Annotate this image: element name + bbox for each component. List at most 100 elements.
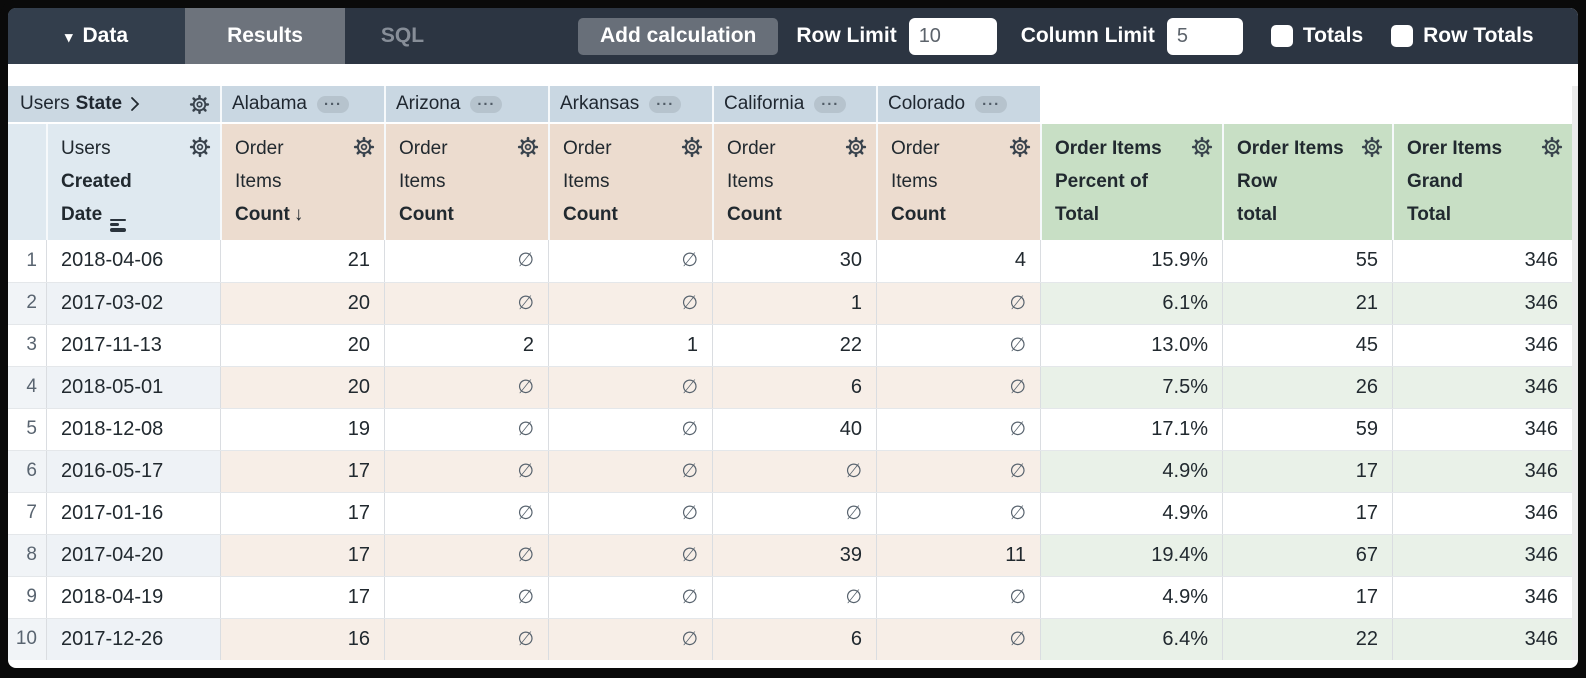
table-cell[interactable]: ∅ (548, 408, 712, 450)
table-cell[interactable]: 346 (1392, 576, 1572, 618)
table-cell[interactable]: 346 (1392, 618, 1572, 660)
table-cell[interactable]: ∅ (712, 576, 876, 618)
table-cell[interactable]: ∅ (548, 450, 712, 492)
pivot-value-arizona[interactable]: Arizona ··· (384, 86, 548, 122)
column-header-order-items-row-total[interactable]: Order Items Row total (1222, 124, 1392, 240)
pivot-value-california[interactable]: California ··· (712, 86, 876, 122)
table-cell[interactable]: 2016-05-17 (46, 450, 220, 492)
gear-icon[interactable] (517, 136, 539, 158)
table-cell[interactable]: 2017-01-16 (46, 492, 220, 534)
table-cell[interactable]: 17 (220, 450, 384, 492)
column-header-users-created-date[interactable]: Users Created Date (46, 124, 220, 240)
table-cell[interactable]: 20 (220, 282, 384, 324)
table-cell[interactable]: ∅ (876, 324, 1040, 366)
row-limit-input[interactable] (908, 17, 997, 55)
table-cell[interactable]: ∅ (548, 576, 712, 618)
table-cell[interactable]: 40 (712, 408, 876, 450)
table-cell[interactable]: 4.9% (1040, 492, 1222, 534)
table-cell[interactable]: 67 (1222, 534, 1392, 576)
table-cell[interactable]: 21 (220, 239, 384, 282)
table-cell[interactable]: ∅ (548, 534, 712, 576)
data-dropdown[interactable]: ▾ Data (8, 8, 185, 64)
table-cell[interactable]: 346 (1392, 408, 1572, 450)
table-cell[interactable]: 17 (220, 534, 384, 576)
table-cell[interactable]: 13.0% (1040, 324, 1222, 366)
column-limit-input[interactable] (1166, 17, 1243, 55)
table-cell[interactable]: 2018-04-19 (46, 576, 220, 618)
table-cell[interactable]: 20 (220, 366, 384, 408)
pivot-value-colorado[interactable]: Colorado ··· (876, 86, 1040, 122)
table-cell[interactable]: ∅ (384, 576, 548, 618)
table-cell[interactable]: 17 (220, 576, 384, 618)
gear-icon[interactable] (845, 136, 867, 158)
gear-icon[interactable] (681, 136, 703, 158)
table-cell[interactable]: ∅ (384, 282, 548, 324)
table-cell[interactable]: 59 (1222, 408, 1392, 450)
table-cell[interactable]: 2 (384, 324, 548, 366)
table-cell[interactable]: 20 (220, 324, 384, 366)
table-cell[interactable]: ∅ (384, 408, 548, 450)
table-cell[interactable]: 2018-04-06 (46, 239, 220, 282)
table-cell[interactable]: 55 (1222, 239, 1392, 282)
table-cell[interactable]: 6.1% (1040, 282, 1222, 324)
more-options-icon[interactable]: ··· (814, 95, 847, 113)
more-options-icon[interactable]: ··· (649, 95, 682, 113)
gear-icon[interactable] (189, 136, 211, 158)
table-cell[interactable]: ∅ (876, 618, 1040, 660)
column-header-order-items-percent-of-total[interactable]: Order Items Percent of Total (1040, 124, 1222, 240)
pivot-value-alabama[interactable]: Alabama ··· (220, 86, 384, 122)
table-cell[interactable]: 2017-04-20 (46, 534, 220, 576)
tab-results[interactable]: Results (185, 8, 345, 64)
gear-icon[interactable] (353, 136, 375, 158)
table-cell[interactable]: 17 (1222, 576, 1392, 618)
table-cell[interactable]: 4.9% (1040, 576, 1222, 618)
table-cell[interactable]: 6 (712, 618, 876, 660)
table-cell[interactable]: ∅ (384, 450, 548, 492)
table-cell[interactable]: 2017-12-26 (46, 618, 220, 660)
table-cell[interactable]: 2018-05-01 (46, 366, 220, 408)
table-cell[interactable]: 17 (1222, 450, 1392, 492)
table-cell[interactable]: 17 (220, 492, 384, 534)
more-options-icon[interactable]: ··· (975, 95, 1008, 113)
table-cell[interactable]: ∅ (548, 282, 712, 324)
table-cell[interactable]: 1 (712, 282, 876, 324)
table-cell[interactable]: 22 (712, 324, 876, 366)
table-cell[interactable]: ∅ (384, 492, 548, 534)
totals-checkbox[interactable] (1270, 25, 1293, 47)
table-cell[interactable]: 2017-11-13 (46, 324, 220, 366)
table-cell[interactable]: ∅ (876, 450, 1040, 492)
column-header-arizona-order-items-count[interactable]: Order Items Count (384, 124, 548, 240)
table-cell[interactable]: 15.9% (1040, 239, 1222, 282)
more-options-icon[interactable]: ··· (470, 95, 503, 113)
table-cell[interactable]: ∅ (712, 450, 876, 492)
table-cell[interactable]: 4.9% (1040, 450, 1222, 492)
table-cell[interactable]: 17.1% (1040, 408, 1222, 450)
column-header-arkansas-order-items-count[interactable]: Order Items Count (548, 124, 712, 240)
table-cell[interactable]: 2018-12-08 (46, 408, 220, 450)
table-cell[interactable]: 346 (1392, 534, 1572, 576)
pivot-value-arkansas[interactable]: Arkansas ··· (548, 86, 712, 122)
gear-icon[interactable] (1191, 136, 1213, 158)
table-cell[interactable]: 346 (1392, 450, 1572, 492)
tab-sql[interactable]: SQL (380, 24, 425, 47)
table-cell[interactable]: ∅ (384, 534, 548, 576)
table-cell[interactable]: 30 (712, 239, 876, 282)
gear-icon[interactable] (1361, 136, 1383, 158)
gear-icon[interactable] (189, 94, 210, 115)
table-cell[interactable]: 7.5% (1040, 366, 1222, 408)
add-calculation-button[interactable]: Add calculation (578, 17, 779, 55)
table-cell[interactable]: 11 (876, 534, 1040, 576)
table-cell[interactable]: ∅ (384, 239, 548, 282)
table-cell[interactable]: ∅ (876, 576, 1040, 618)
column-header-colorado-order-items-count[interactable]: Order Items Count (876, 124, 1040, 240)
pivot-field-header[interactable]: Users State (8, 86, 220, 122)
table-cell[interactable]: ∅ (876, 282, 1040, 324)
table-cell[interactable]: 346 (1392, 492, 1572, 534)
table-cell[interactable]: 45 (1222, 324, 1392, 366)
table-cell[interactable]: 1 (548, 324, 712, 366)
table-cell[interactable]: ∅ (548, 618, 712, 660)
table-cell[interactable]: 16 (220, 618, 384, 660)
column-header-orer-items-grand-total[interactable]: Orer Items Grand Total (1392, 124, 1572, 240)
table-cell[interactable]: ∅ (384, 618, 548, 660)
table-cell[interactable]: ∅ (384, 366, 548, 408)
